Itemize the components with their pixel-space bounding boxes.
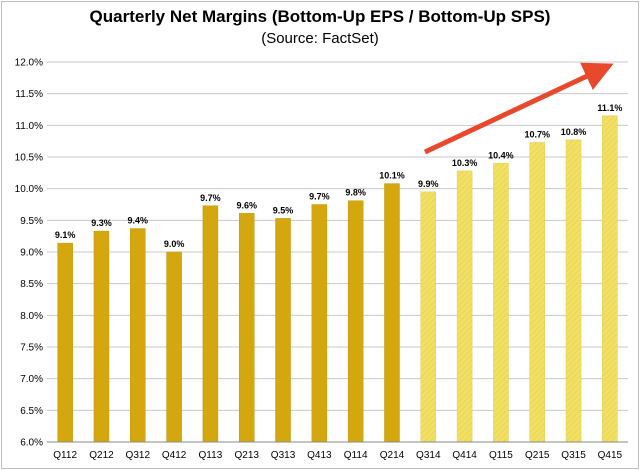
x-tick-label: Q113 bbox=[199, 450, 223, 461]
y-tick-label: 11.5% bbox=[15, 89, 43, 100]
data-labels: 9.1% 9.3% 9.4% 9.0% 9.7% 9.6% 9.5% 9.7% 9.8% 10.1… bbox=[55, 103, 622, 249]
x-tick-label: Q313 bbox=[271, 450, 296, 461]
x-tick-label: Q112 bbox=[53, 450, 77, 461]
y-tick-label: 8.5% bbox=[20, 279, 43, 290]
y-tick-label: 6.5% bbox=[20, 406, 43, 417]
x-tick-label: Q413 bbox=[307, 450, 332, 461]
bar-q213 bbox=[238, 213, 255, 443]
bar-q413 bbox=[311, 204, 328, 443]
bar-q313 bbox=[275, 218, 291, 443]
y-tick-label: 9.0% bbox=[20, 248, 43, 259]
data-label: 9.7% bbox=[200, 193, 221, 203]
data-label: 11.1% bbox=[597, 103, 622, 113]
x-tick-label: Q213 bbox=[234, 450, 259, 461]
y-tick-label: 7.0% bbox=[20, 374, 43, 385]
data-label: 9.1% bbox=[55, 230, 76, 240]
x-tick-label: Q214 bbox=[380, 450, 405, 461]
bar-q114 bbox=[347, 200, 364, 443]
data-label: 10.7% bbox=[524, 129, 550, 139]
x-tick-label: Q315 bbox=[561, 450, 586, 461]
data-label: 9.0% bbox=[164, 239, 185, 249]
x-tick-label: Q215 bbox=[525, 450, 550, 461]
bar-q115 bbox=[493, 163, 509, 443]
y-tick-label: 12.0% bbox=[15, 58, 43, 69]
trend-arrow bbox=[423, 62, 614, 155]
data-label: 9.6% bbox=[236, 200, 257, 210]
bar-q315 bbox=[565, 139, 582, 443]
bar-q112 bbox=[57, 242, 73, 443]
bars bbox=[57, 115, 618, 443]
x-tick-label: Q414 bbox=[452, 450, 477, 461]
bar-q412 bbox=[166, 251, 182, 443]
bar-q312 bbox=[130, 228, 146, 443]
data-label: 9.8% bbox=[345, 188, 366, 198]
bar-q215 bbox=[529, 142, 545, 443]
data-label: 9.4% bbox=[128, 216, 149, 226]
y-tick-label: 6.0% bbox=[20, 438, 43, 449]
x-tick-label: Q115 bbox=[489, 450, 513, 461]
bar-q113 bbox=[202, 205, 219, 443]
y-tick-label: 9.5% bbox=[20, 216, 43, 227]
bar-q314 bbox=[420, 191, 437, 443]
data-label: 9.9% bbox=[418, 179, 439, 189]
x-tick-label: Q314 bbox=[416, 450, 441, 461]
chart-subtitle: (Source: FactSet) bbox=[261, 30, 379, 47]
y-tick-label: 10.5% bbox=[15, 153, 43, 164]
y-axis: 6.0% 6.5% 7.0% 7.5% 8.0% 8.5% 9.0% 9.5% 10.0% 10.… bbox=[15, 58, 43, 449]
y-tick-label: 7.5% bbox=[20, 343, 43, 354]
data-label: 10.4% bbox=[488, 150, 514, 160]
x-axis: Q112 Q212 Q312 Q412 Q113 Q213 Q313 Q413 Q114 Q214… bbox=[53, 450, 622, 461]
data-label: 10.3% bbox=[452, 158, 478, 168]
data-label: 10.1% bbox=[379, 171, 405, 181]
bar-q212 bbox=[93, 230, 110, 443]
x-tick-label: Q415 bbox=[598, 450, 623, 461]
bar-q414 bbox=[456, 170, 473, 443]
y-tick-label: 10.0% bbox=[15, 184, 43, 195]
bar-q415 bbox=[602, 115, 618, 443]
x-tick-label: Q114 bbox=[344, 450, 368, 461]
data-label: 10.8% bbox=[561, 127, 587, 137]
y-tick-label: 8.0% bbox=[20, 311, 43, 322]
data-label: 9.7% bbox=[309, 192, 330, 202]
x-tick-label: Q312 bbox=[126, 450, 151, 461]
data-label: 9.5% bbox=[273, 205, 294, 215]
x-tick-label: Q412 bbox=[162, 450, 187, 461]
chart-title: Quarterly Net Margins (Bottom-Up EPS / B… bbox=[89, 7, 551, 26]
data-label: 9.3% bbox=[91, 218, 112, 228]
bar-q214 bbox=[384, 183, 400, 443]
x-tick-label: Q212 bbox=[89, 450, 114, 461]
y-tick-label: 11.0% bbox=[15, 121, 43, 132]
